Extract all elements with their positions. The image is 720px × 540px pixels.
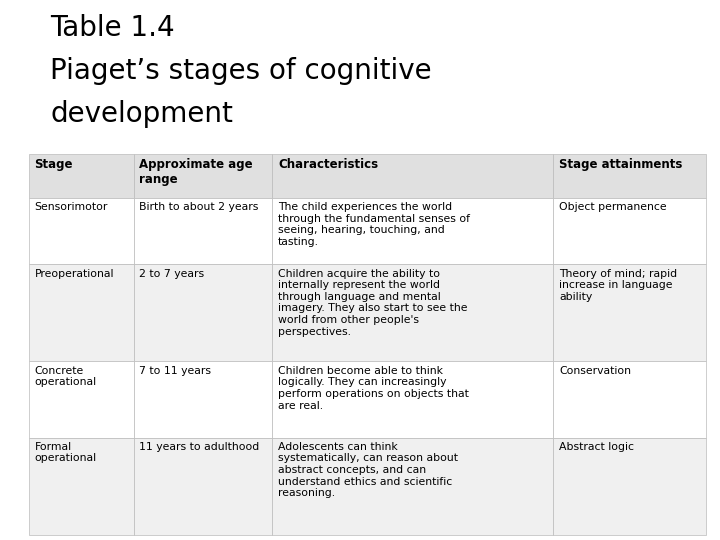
Text: Stage attainments: Stage attainments: [559, 158, 683, 171]
Text: Theory of mind; rapid
increase in language
ability: Theory of mind; rapid increase in langua…: [559, 268, 678, 302]
Text: 7 to 11 years: 7 to 11 years: [140, 366, 212, 376]
Text: Adolescents can think
systematically, can reason about
abstract concepts, and ca: Adolescents can think systematically, ca…: [278, 442, 458, 498]
Text: Characteristics: Characteristics: [278, 158, 378, 171]
Text: Stage: Stage: [35, 158, 73, 171]
Text: Approximate age
range: Approximate age range: [140, 158, 253, 186]
Text: 11 years to adulthood: 11 years to adulthood: [140, 442, 260, 452]
Text: Formal
operational: Formal operational: [35, 442, 96, 463]
Text: development: development: [50, 100, 233, 128]
Text: Children acquire the ability to
internally represent the world
through language : Children acquire the ability to internal…: [278, 268, 468, 336]
Text: Concrete
operational: Concrete operational: [35, 366, 96, 387]
Text: Sensorimotor: Sensorimotor: [35, 202, 108, 212]
Text: Birth to about 2 years: Birth to about 2 years: [140, 202, 258, 212]
Text: Children become able to think
logically. They can increasingly
perform operation: Children become able to think logically.…: [278, 366, 469, 410]
Text: Preoperational: Preoperational: [35, 268, 114, 279]
Text: 2 to 7 years: 2 to 7 years: [140, 268, 204, 279]
Text: Piaget’s stages of cognitive: Piaget’s stages of cognitive: [50, 57, 432, 85]
Text: Conservation: Conservation: [559, 366, 631, 376]
Text: Object permanence: Object permanence: [559, 202, 667, 212]
Text: The child experiences the world
through the fundamental senses of
seeing, hearin: The child experiences the world through …: [278, 202, 470, 247]
Text: Abstract logic: Abstract logic: [559, 442, 634, 452]
Text: Table 1.4: Table 1.4: [50, 14, 175, 42]
